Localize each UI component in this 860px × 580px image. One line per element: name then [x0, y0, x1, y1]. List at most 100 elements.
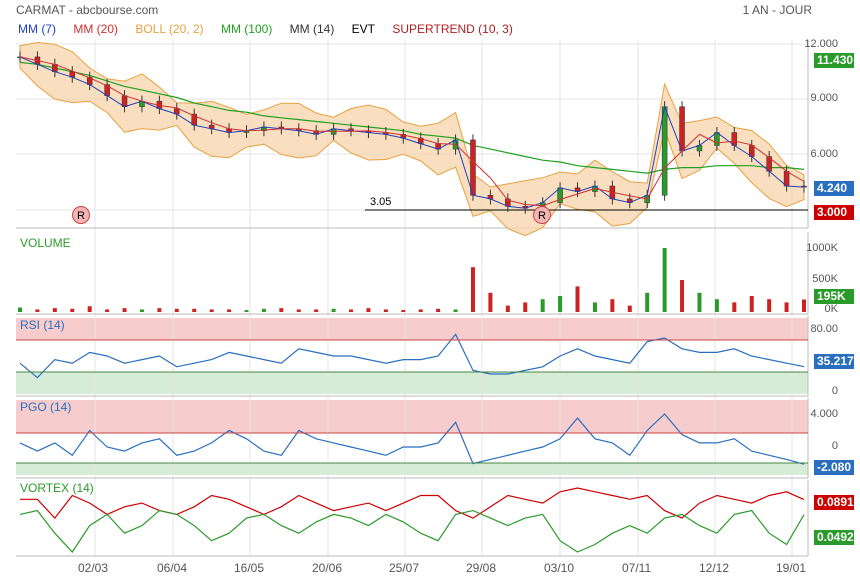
volume-bar — [767, 299, 772, 312]
vortex-plus-badge: 0.0492 — [814, 530, 854, 545]
x-tick-4: 25/07 — [389, 561, 420, 575]
volume-bar — [261, 308, 266, 312]
volume-bar — [87, 306, 92, 312]
volume-bar — [70, 308, 75, 312]
volume-bar — [488, 292, 493, 312]
volume-bar — [122, 308, 127, 312]
volume-bar — [784, 302, 789, 312]
volume-bar — [314, 309, 319, 312]
x-tick-1: 06/04 — [157, 561, 188, 575]
price-tick-6: 6.000 — [810, 148, 838, 160]
x-tick-0: 02/03 — [78, 561, 109, 575]
volume-bar — [192, 308, 197, 312]
volume-bar — [732, 302, 737, 312]
pgo-badge: -2.080 — [814, 460, 854, 475]
volume-tick-0k: 0K — [824, 303, 838, 315]
volume-bar — [645, 292, 650, 312]
vortex-title: VORTEX (14) — [20, 481, 94, 495]
volume-bar — [296, 309, 301, 312]
candle-body — [783, 171, 790, 187]
price-last-badge: 4.240 — [814, 181, 854, 196]
legend-boll[interactable]: BOLL (20, 2) — [135, 22, 204, 36]
volume-bar — [505, 305, 510, 312]
support-label: 3.05 — [370, 196, 392, 208]
pgo-title: PGO (14) — [20, 400, 72, 414]
mm7-line — [19, 56, 805, 209]
rsi-line — [19, 333, 805, 379]
volume-bar — [18, 307, 22, 312]
vortex-plus-line — [19, 509, 805, 553]
mm20-line — [19, 56, 805, 207]
r-marker-2[interactable]: R — [533, 206, 551, 224]
volume-bar — [523, 302, 528, 312]
candle-body — [714, 132, 720, 146]
volume-bar — [227, 309, 232, 312]
volume-bar — [418, 309, 423, 312]
bollinger-band — [19, 41, 805, 237]
support-badge: 3.000 — [814, 205, 854, 220]
indicator-legend: MM (7) MM (20) BOLL (20, 2) MM (100) MM … — [18, 22, 527, 36]
r-marker-1[interactable]: R — [72, 206, 90, 224]
rsi-tick-80: 80.00 — [810, 323, 838, 335]
volume-tick-500k: 500K — [812, 273, 838, 285]
candle-body — [661, 106, 668, 196]
volume-bar — [453, 309, 458, 312]
volume-bar — [244, 310, 249, 312]
x-tick-8: 12/12 — [699, 561, 730, 575]
volume-bar — [383, 309, 388, 312]
volume-bar — [802, 299, 806, 312]
legend-mm14[interactable]: MM (14) — [289, 22, 335, 36]
legend-evt[interactable]: EVT — [351, 22, 376, 36]
volume-bar — [174, 308, 179, 312]
volume-bar — [540, 299, 545, 312]
volume-bar — [697, 292, 702, 312]
pgo-tick-4: 4.000 — [810, 408, 838, 420]
x-tick-9: 19/01 — [776, 561, 807, 575]
legend-supertrend[interactable]: SUPERTREND (10, 3) — [392, 22, 513, 36]
candle-body — [679, 106, 685, 152]
volume-bar — [349, 309, 354, 312]
volume-bar — [35, 309, 40, 312]
pgo-lower-zone — [16, 463, 808, 475]
candle-body — [470, 139, 476, 196]
volume-bar — [662, 248, 667, 312]
volume-bar — [558, 296, 563, 312]
legend-mm100[interactable]: MM (100) — [220, 22, 273, 36]
vortex-minus-badge: 0.0891 — [814, 495, 854, 510]
rsi-tick-0: 0 — [831, 385, 838, 397]
x-tick-5: 29/08 — [466, 561, 497, 575]
mm100-line — [19, 61, 805, 174]
volume-bar — [209, 309, 214, 312]
volume-bar — [366, 308, 371, 312]
x-tick-7: 07/11 — [622, 561, 652, 575]
price-tick-9: 9.000 — [810, 92, 838, 104]
pgo-line — [19, 413, 805, 465]
volume-bar — [436, 308, 441, 312]
volume-bar — [52, 308, 57, 312]
volume-bar — [575, 286, 580, 312]
legend-mm7[interactable]: MM (7) — [18, 22, 56, 36]
price-high-badge: 11.430 — [814, 53, 854, 68]
volume-tick-1000k: 1000K — [806, 242, 838, 254]
x-tick-6: 03/10 — [544, 561, 575, 575]
rsi-oversold-zone — [16, 372, 808, 394]
volume-bar — [714, 299, 719, 312]
pgo-tick-0: 0 — [831, 440, 838, 452]
volume-bar — [680, 280, 685, 312]
volume-bar — [331, 308, 336, 312]
volume-bar — [610, 299, 615, 312]
volume-bar — [157, 308, 162, 312]
volume-bar — [401, 310, 406, 312]
rsi-badge: 35.217 — [814, 354, 854, 369]
volume-bar — [279, 308, 284, 312]
volume-badge: 195K — [814, 289, 854, 304]
legend-mm20[interactable]: MM (20) — [73, 22, 119, 36]
volume-bar — [592, 302, 597, 312]
volume-bar — [139, 309, 144, 312]
period-selector[interactable]: 1 AN - JOUR — [742, 3, 812, 17]
volume-bar — [105, 309, 110, 312]
volume-bar — [627, 305, 632, 312]
x-tick-2: 16/05 — [234, 561, 265, 575]
price-tick-12: 12.000 — [804, 38, 838, 50]
